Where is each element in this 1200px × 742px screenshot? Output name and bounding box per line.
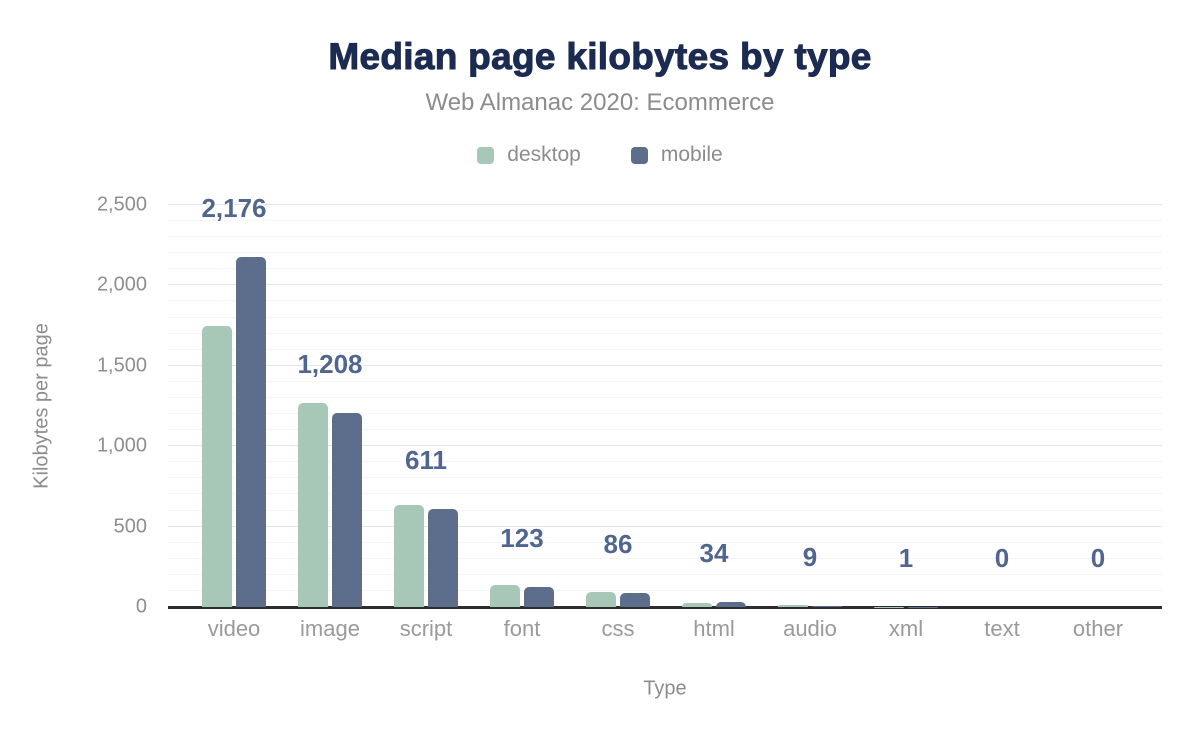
mobile-legend-swatch-icon [630,146,648,164]
legend-item-desktop: desktop [477,143,581,167]
x-tick-image: image [300,616,360,641]
chart-subtitle: Web Almanac 2020: Ecommerce [425,89,775,116]
bar-pair-font [474,585,570,607]
minor-gridline [168,573,1162,575]
y-tick-label: 1,500 [96,354,147,377]
major-gridline [168,525,1162,527]
y-tick-label: 2,500 [96,193,147,216]
minor-gridline [168,541,1162,543]
minor-gridline [168,493,1162,495]
category-column-css: 86 css [570,205,666,641]
minor-gridline [168,413,1162,415]
value-label-css: 86 [603,529,633,560]
x-tick-xml: xml [888,616,924,641]
bar-pair-video [186,257,282,607]
bar-desktop-audio [778,604,808,607]
bar-mobile-html [716,601,746,607]
minor-gridline [168,236,1162,238]
minor-gridline [168,268,1162,270]
x-axis-line [168,606,1162,609]
minor-gridline [168,509,1162,511]
category-column-text: 0 text [954,205,1050,641]
minor-gridline [168,589,1162,591]
x-tick-text: text [984,616,1020,641]
bar-mobile-video [236,257,266,607]
bar-desktop-css [586,592,616,607]
minor-gridline [168,477,1162,479]
category-column-font: 123 font [474,205,570,641]
bar-pair-html [666,601,762,607]
x-tick-font: font [503,616,541,641]
x-tick-html: html [693,616,735,641]
minor-gridline [168,429,1162,431]
x-axis-title: Type [643,677,687,700]
category-column-script: 611 script [378,205,474,641]
value-label-font: 123 [500,523,544,554]
bar-pair-css [570,592,666,607]
minor-gridline [168,380,1162,382]
value-label-text: 0 [994,543,1010,573]
value-label-other: 0 [1090,543,1106,573]
bar-desktop-image [298,403,328,607]
bar-desktop-script [394,504,424,607]
category-column-other: 0 other [1050,205,1146,641]
y-tick-label: 1,000 [96,434,147,457]
bar-mobile-image [332,412,362,607]
x-tick-script: script [399,616,453,641]
category-columns: 2,176 video 1,208 image 611 script 123 font 86 cs… [168,193,1162,641]
minor-gridline [168,396,1162,398]
value-label-audio: 9 [802,541,818,572]
minor-gridline [168,252,1162,254]
minor-gridline [168,557,1162,559]
x-tick-css: css [601,616,635,641]
category-column-xml: 1 xml [858,205,954,641]
major-gridline [168,364,1162,366]
major-gridline [168,204,1162,205]
bar-mobile-script [428,508,458,607]
y-tick-label: 2,000 [96,273,147,296]
y-tick-label: 0 [135,595,147,618]
bar-mobile-font [524,587,554,607]
bar-desktop-font [490,585,520,607]
minor-gridline [168,316,1162,318]
minor-gridline [168,300,1162,302]
bar-pair-image [282,403,378,607]
legend-label-mobile: mobile [660,143,723,166]
category-column-html: 34 html [666,205,762,641]
value-label-script: 611 [405,444,447,475]
chart-title: Median page kilobytes by type [328,36,872,78]
minor-gridline [168,220,1162,222]
value-label-xml: 1 [898,542,914,573]
y-tick-label: 500 [113,515,147,538]
value-label-html: 34 [699,537,729,568]
category-column-audio: 9 audio [762,205,858,641]
y-axis-ticks: 0 500 1,000 1,500 2,000 2,500 [0,194,158,618]
bar-mobile-audio [812,605,842,607]
x-tick-video: video [207,616,261,641]
bar-pair-script [378,504,474,607]
minor-gridline [168,332,1162,334]
bar-mobile-css [620,593,650,607]
minor-gridline [168,348,1162,350]
legend-label-desktop: desktop [507,143,581,166]
plot-area: 2,176 video 1,208 image 611 script 123 font 86 cs… [168,193,1162,641]
category-column-image: 1,208 image [282,205,378,641]
legend-item-mobile: mobile [630,143,723,167]
x-tick-audio: audio [783,616,837,641]
desktop-legend-swatch-icon [477,146,495,164]
legend: desktop mobile [0,143,1200,167]
category-column-video: 2,176 video [186,193,282,641]
major-gridline [168,445,1162,447]
bar-desktop-html [682,602,712,607]
value-label-video: 2,176 [201,193,267,224]
bar-pair-audio [762,604,858,607]
x-tick-other: other [1072,616,1124,641]
major-gridline [168,284,1162,286]
bar-desktop-video [202,325,232,607]
value-label-image: 1,208 [297,348,363,379]
minor-gridline [168,461,1162,463]
